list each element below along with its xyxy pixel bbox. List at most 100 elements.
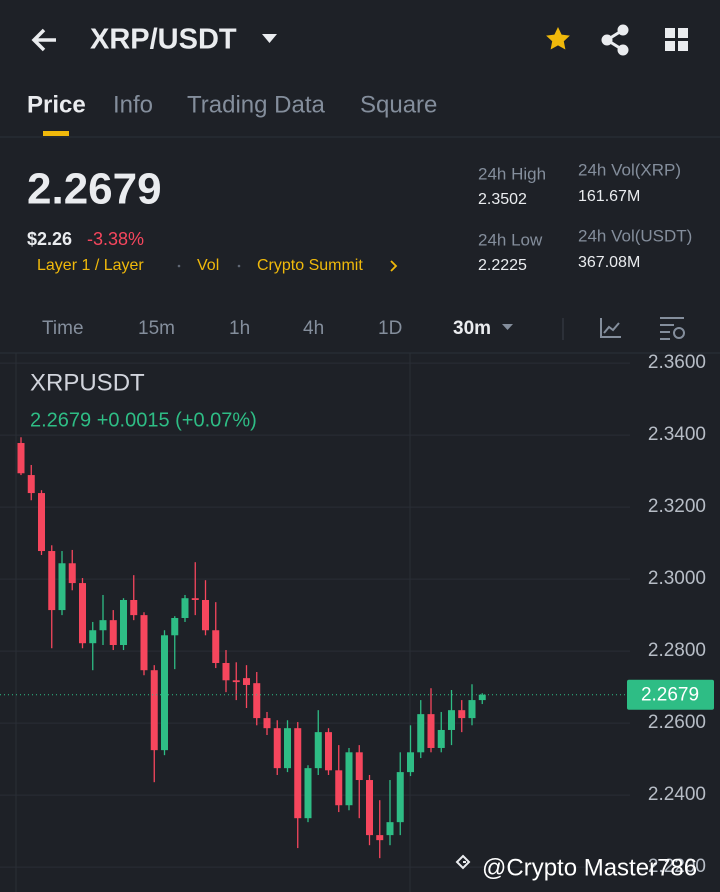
candle-body (355, 752, 363, 781)
candle-body (345, 752, 353, 806)
y-tick-label: 2.3600 (648, 352, 706, 373)
tags-more[interactable] (390, 260, 398, 272)
interval[interactable]: 4h (303, 318, 324, 339)
y-tick-label: 2.3400 (648, 424, 706, 445)
candle-body (150, 670, 158, 751)
candle-body (366, 780, 373, 836)
candle-body (109, 620, 117, 646)
candle-body (335, 770, 343, 806)
candle-body (38, 493, 45, 552)
candle-body (376, 835, 384, 841)
candle-body (243, 678, 250, 685)
interval[interactable]: Time (42, 318, 84, 339)
y-tick-label: 2.2200 (648, 856, 706, 877)
pair-dropdown[interactable] (262, 34, 277, 43)
stat-label: 24h Vol(XRP) (578, 160, 681, 179)
candle-body (58, 563, 66, 611)
candle-body (304, 768, 312, 819)
candle-body (284, 728, 291, 769)
candle-body (191, 598, 199, 600)
back-button[interactable] (31, 28, 56, 52)
interval-dropdown[interactable] (502, 324, 513, 330)
interval[interactable]: 1D (378, 318, 402, 339)
tab[interactable]: Trading Data (187, 91, 326, 118)
tab[interactable]: Info (113, 91, 153, 118)
stat-value: 2.3502 (478, 191, 527, 208)
candle-body (478, 694, 486, 701)
candle-body (417, 714, 425, 753)
candle-body (253, 683, 261, 719)
tag[interactable]: Vol (197, 257, 219, 274)
candle-body (130, 599, 138, 616)
favorite-star[interactable] (546, 27, 570, 50)
fiat-price: $2.26 (27, 229, 72, 249)
candle-body (273, 728, 281, 769)
tag-separator (237, 264, 241, 268)
chart-symbol: XRPUSDT (30, 369, 145, 396)
interval[interactable]: 1h (229, 318, 250, 339)
candle-body (89, 630, 97, 644)
candle-body (448, 710, 455, 730)
candle-body (68, 563, 76, 584)
stat-value: 367.08M (578, 254, 640, 271)
last-price-label: 2.2679 (641, 685, 699, 706)
y-tick-label: 2.2600 (648, 712, 706, 733)
candle-body (48, 551, 56, 611)
tag-separator (177, 264, 181, 268)
last-price: 2.2679 (27, 165, 162, 214)
candle-body (314, 732, 322, 769)
watermark: @Crypto Master786 (482, 854, 697, 881)
watermark-logo (455, 854, 471, 870)
candle-body (222, 663, 230, 681)
y-tick-label: 2.2400 (648, 784, 706, 805)
candle-body (181, 598, 189, 618)
candle-body (99, 620, 107, 631)
tag[interactable]: Layer 1 / Layer (37, 257, 144, 274)
menu-grid-icon[interactable] (665, 28, 688, 51)
tag[interactable]: Crypto Summit (257, 257, 363, 274)
tab[interactable]: Price (27, 91, 86, 118)
chart-settings-icon[interactable] (660, 317, 685, 340)
indicator-icon[interactable] (600, 318, 621, 338)
y-tick-label: 2.3000 (648, 568, 706, 589)
candle-body (171, 617, 179, 636)
chart-legend: 2.2679 +0.0015 (+0.07%) (30, 409, 257, 431)
y-tick-label: 2.2800 (648, 640, 706, 661)
candle-body (120, 599, 127, 646)
stat-label: 24h Vol(USDT) (578, 226, 692, 245)
stat-label: 24h Low (478, 230, 543, 249)
last-price-box (627, 679, 714, 710)
pair-title[interactable]: XRP/USDT (90, 24, 237, 56)
candle-body (437, 729, 445, 748)
candle-body (294, 728, 302, 819)
candle-body (202, 599, 209, 631)
candle-body (79, 583, 86, 644)
candle-body (458, 710, 466, 719)
candle-body (407, 752, 414, 773)
candle-body (325, 732, 332, 771)
candle-body (386, 822, 394, 836)
candle-body (27, 475, 35, 494)
interval[interactable]: 30m (453, 318, 491, 339)
interval[interactable]: 15m (138, 318, 175, 339)
candle-body (161, 635, 168, 751)
candle-body (140, 615, 148, 671)
candle-body (468, 700, 476, 719)
stat-value: 161.67M (578, 188, 640, 205)
candle-body (212, 630, 220, 664)
candle-body (17, 443, 25, 474)
stat-label: 24h High (478, 164, 546, 183)
share-icon[interactable] (601, 24, 629, 56)
candle-body (232, 680, 240, 683)
candle-body (427, 714, 435, 748)
tab-indicator (43, 131, 69, 136)
price-change: -3.38% (87, 229, 144, 249)
tab[interactable]: Square (360, 91, 437, 118)
candle-body (263, 718, 271, 729)
stat-value: 2.2225 (478, 257, 527, 274)
candle-body (396, 772, 404, 823)
y-tick-label: 2.3200 (648, 496, 706, 517)
